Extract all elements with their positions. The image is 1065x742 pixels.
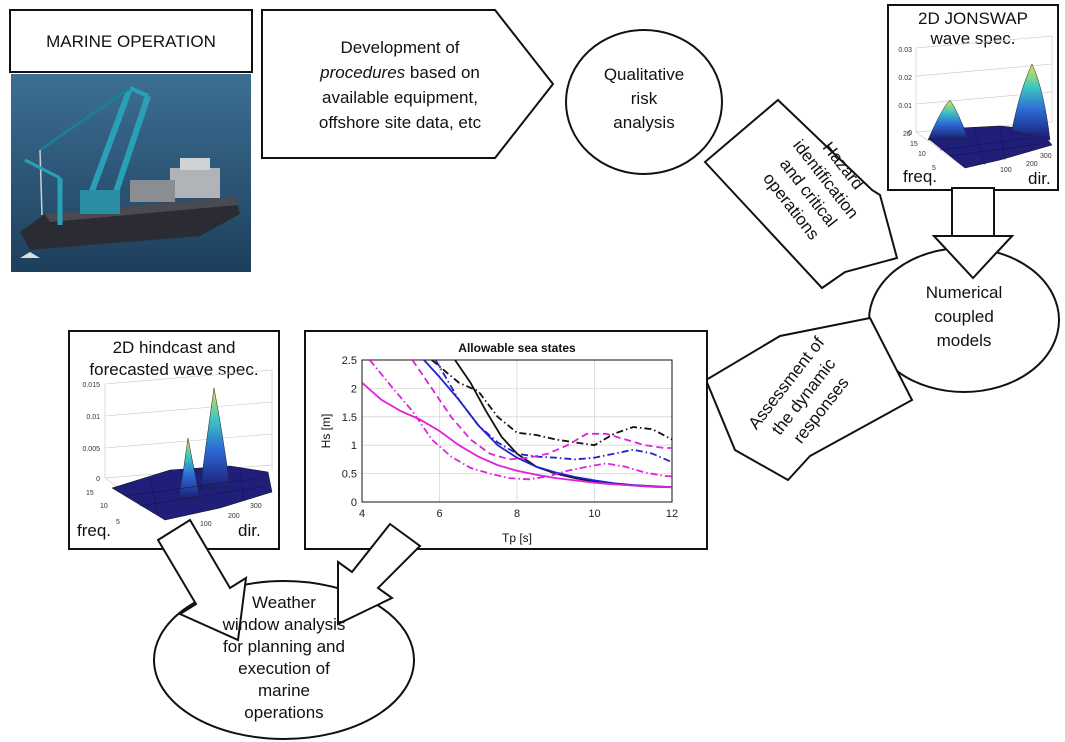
weather-line-1: Weather bbox=[252, 593, 316, 612]
hindcast-ztick-1: 0.01 bbox=[86, 414, 100, 421]
qualitative-risk-line-1: Qualitative bbox=[604, 65, 684, 84]
numerical-line-2: coupled bbox=[934, 307, 994, 326]
jonswap-ztick-1: 0.02 bbox=[898, 75, 912, 82]
hindcast-freq-label: freq. bbox=[77, 521, 111, 540]
chart-y-ticks: 0 0.5 1 1.5 2 2.5 bbox=[342, 355, 357, 509]
jonswap-dir-tick-0: 100 bbox=[1000, 167, 1012, 174]
hindcast-peak-tall bbox=[199, 387, 231, 491]
weather-window-node: Weather window analysis for planning and… bbox=[153, 518, 422, 740]
procedures-line-1: Development of bbox=[340, 38, 459, 57]
series-line-1 bbox=[431, 360, 672, 447]
x-tick-label: 8 bbox=[514, 508, 520, 520]
series-line-3 bbox=[434, 360, 672, 464]
jonswap-dir-tick-2: 300 bbox=[1040, 153, 1052, 160]
jonswap-title-1: 2D JONSWAP bbox=[918, 9, 1028, 28]
hindcast-dir-tick-0: 100 bbox=[200, 521, 212, 528]
qualitative-risk-line-2: risk bbox=[631, 89, 658, 108]
weather-line-4: execution of bbox=[238, 659, 330, 678]
chart-x-ticks: 4 6 8 10 12 bbox=[359, 508, 678, 520]
y-tick-label: 0 bbox=[351, 497, 357, 509]
jonswap-freq-tick-0: 20 bbox=[903, 131, 911, 138]
qualitative-risk-node: Qualitative risk analysis bbox=[565, 29, 723, 175]
y-tick-label: 2 bbox=[351, 383, 357, 395]
y-tick-label: 1.5 bbox=[342, 412, 357, 424]
hindcast-node: 2D hindcast and forecasted wave spec. 0.… bbox=[68, 330, 280, 550]
series-line-5 bbox=[411, 360, 672, 461]
series-line-6 bbox=[369, 360, 672, 481]
jonswap-freq-tick-1: 15 bbox=[910, 141, 918, 148]
hindcast-freq-tick-1: 10 bbox=[100, 503, 108, 510]
jonswap-ztick-0: 0.03 bbox=[898, 47, 912, 54]
jonswap-peak-right bbox=[1011, 63, 1051, 141]
weather-line-6: operations bbox=[244, 703, 323, 722]
jonswap-freq-label: freq. bbox=[903, 167, 937, 186]
arrow-hindcast-to-weather bbox=[156, 518, 248, 642]
procedures-line-3: available equipment, bbox=[322, 88, 478, 107]
hazard-node: Hazard identification and critical opera… bbox=[703, 98, 899, 290]
y-tick-label: 1 bbox=[351, 440, 357, 452]
assessment-node: Assessment of the dynamic responses bbox=[704, 316, 914, 482]
qualitative-risk-ellipse bbox=[565, 29, 723, 175]
jonswap-dir-tick-1: 200 bbox=[1026, 161, 1038, 168]
series-line-4 bbox=[362, 382, 672, 489]
numerical-line-3: models bbox=[937, 331, 992, 350]
arrow-chart-to-weather bbox=[337, 522, 422, 626]
hindcast-ztick-0: 0.015 bbox=[82, 382, 100, 389]
assessment-arrow-shape bbox=[704, 316, 914, 482]
hindcast-ztick-2: 0.005 bbox=[82, 446, 100, 453]
hindcast-dir-tick-1: 200 bbox=[228, 513, 240, 520]
marine-operation-node: MARINE OPERATION bbox=[9, 9, 253, 272]
marine-operation-box bbox=[9, 9, 253, 73]
x-tick-label: 10 bbox=[588, 508, 600, 520]
chart-series bbox=[362, 360, 672, 489]
hindcast-ztick-3: 0 bbox=[96, 476, 100, 483]
hindcast-dir-label: dir. bbox=[238, 521, 261, 540]
hindcast-freq-tick-2: 5 bbox=[116, 519, 120, 526]
procedures-arrow-shape bbox=[261, 9, 555, 159]
arrow-jonswap-head bbox=[931, 235, 1015, 280]
chart-xlabel: Tp [s] bbox=[502, 531, 532, 545]
x-tick-label: 6 bbox=[436, 508, 442, 520]
hindcast-title-2: forecasted wave spec. bbox=[89, 360, 258, 379]
hindcast-peak-small bbox=[177, 437, 201, 501]
procedures-line-2: procedures based on bbox=[319, 63, 480, 82]
hindcast-title-1: 2D hindcast and bbox=[113, 338, 236, 357]
qualitative-risk-line-3: analysis bbox=[613, 113, 674, 132]
y-tick-label: 0.5 bbox=[342, 469, 357, 481]
jonswap-peak-left bbox=[927, 99, 969, 141]
jonswap-dir-label: dir. bbox=[1028, 169, 1051, 188]
jonswap-ztick-2: 0.01 bbox=[898, 103, 912, 110]
weather-line-2: window analysis bbox=[222, 615, 346, 634]
numerical-line-1: Numerical bbox=[926, 283, 1003, 302]
jonswap-freq-tick-2: 10 bbox=[918, 151, 926, 158]
jonswap-title-2: wave spec. bbox=[929, 29, 1015, 48]
chart-title: Allowable sea states bbox=[458, 341, 576, 355]
x-tick-label: 4 bbox=[359, 508, 365, 520]
vessel-photo bbox=[11, 74, 251, 272]
procedures-line-4: offshore site data, etc bbox=[319, 113, 482, 132]
weather-line-3: for planning and bbox=[223, 637, 345, 656]
chart-frame bbox=[304, 330, 708, 550]
chart-ylabel: Hs [m] bbox=[319, 414, 333, 449]
chart-plot-area bbox=[361, 359, 673, 503]
hindcast-freq-tick-0: 15 bbox=[86, 490, 94, 497]
procedures-node: Development of procedures based on avail… bbox=[261, 9, 555, 159]
jonswap-freq-tick-3: 5 bbox=[932, 165, 936, 172]
jonswap-ztick-3: 0 bbox=[908, 130, 912, 137]
allowable-sea-states-node: Allowable sea states 0 0.5 1 1.5 2 2.5 4 6 8 10 1… bbox=[304, 330, 708, 550]
hindcast-dir-tick-2: 300 bbox=[250, 503, 262, 510]
marine-operation-title: MARINE OPERATION bbox=[46, 32, 216, 51]
numerical-node: Numerical coupled models bbox=[868, 235, 1060, 393]
hazard-arrow-shape bbox=[703, 98, 899, 290]
jonswap-node: 2D JONSWAP wave spec. 0.03 0.02 0.01 0 2… bbox=[887, 4, 1059, 191]
weather-line-5: marine bbox=[258, 681, 310, 700]
y-tick-label: 2.5 bbox=[342, 355, 357, 367]
x-tick-label: 12 bbox=[666, 508, 678, 520]
